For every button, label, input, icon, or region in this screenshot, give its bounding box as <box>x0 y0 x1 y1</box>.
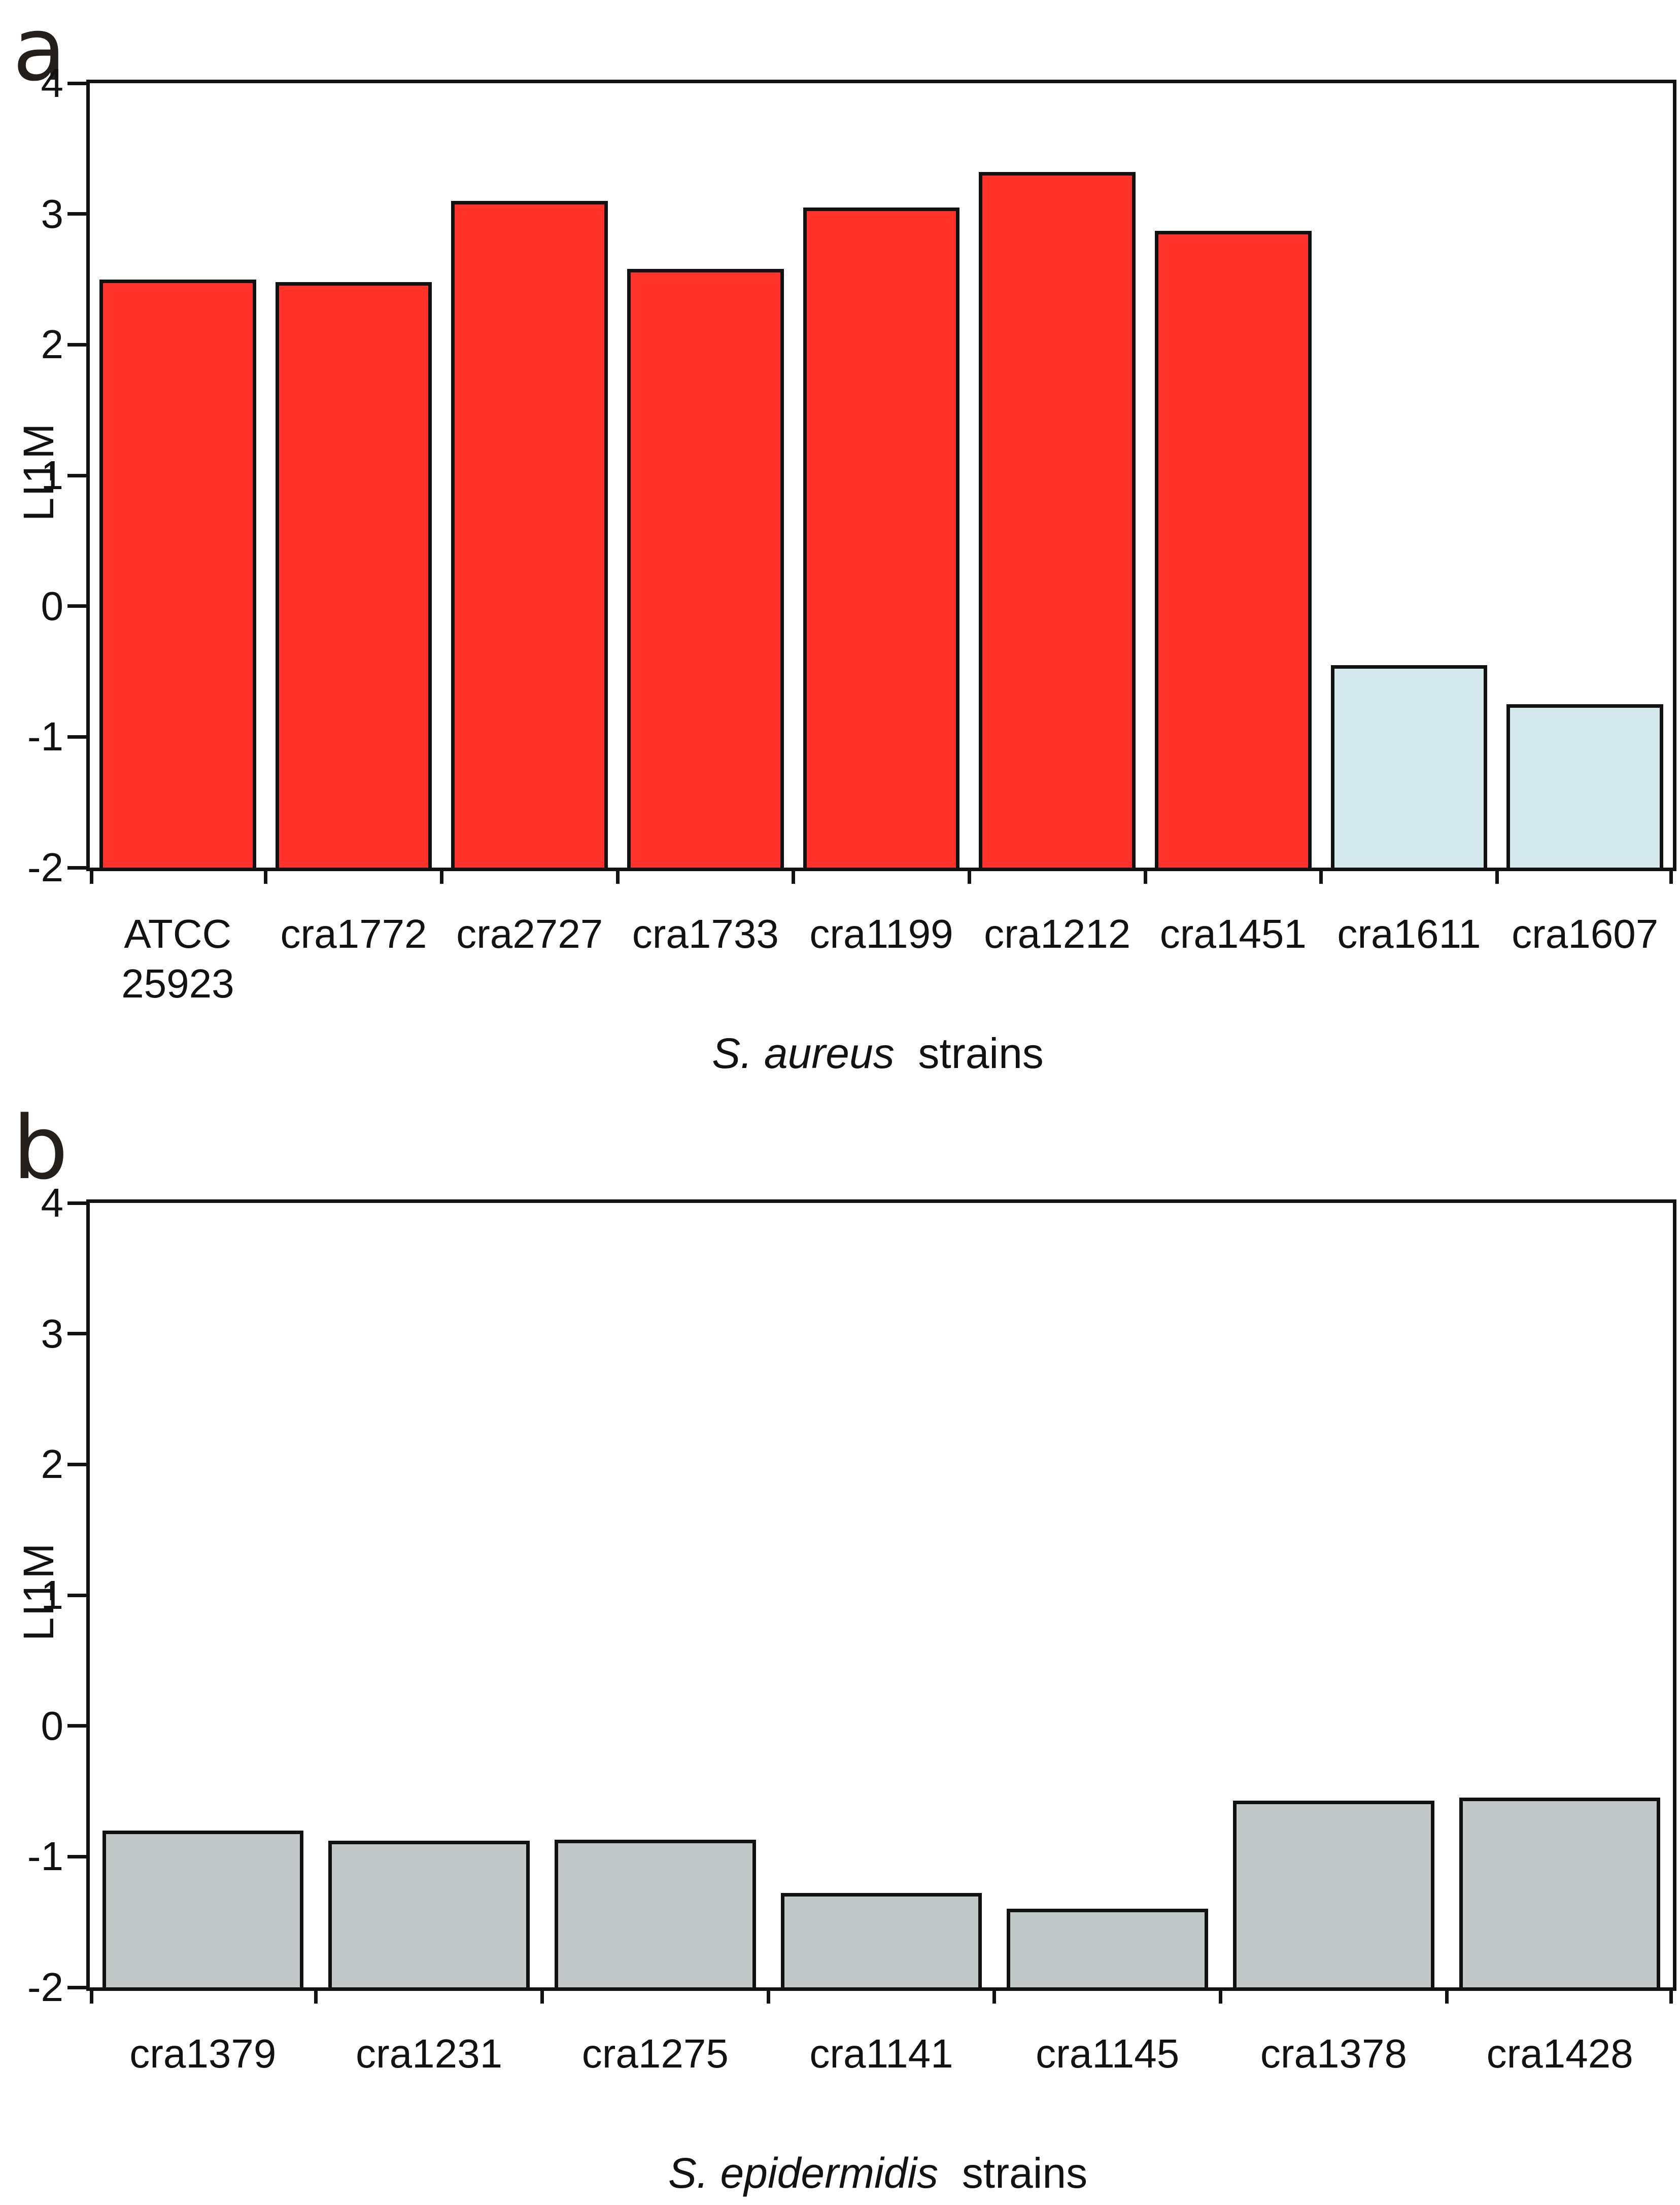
y-tick-label: 0 <box>41 1703 64 1748</box>
x-tick-mark <box>967 868 971 884</box>
x-category-label: cra1378 <box>1260 2031 1407 2076</box>
y-tick-label: -1 <box>27 714 63 760</box>
x-category-label: cra1275 <box>581 2031 729 2076</box>
y-tick-label: 1 <box>41 453 64 498</box>
y-tick-mark <box>67 1332 86 1336</box>
bar <box>1330 665 1488 868</box>
x-category-label: cra1733 <box>632 911 779 956</box>
y-tick-mark <box>67 1724 86 1728</box>
x-tick-mark <box>1219 1987 1223 2004</box>
y-tick-mark <box>67 81 86 85</box>
x-tick-mark <box>439 868 443 884</box>
x-tick-mark <box>1143 868 1147 884</box>
panel-b-species-name: S. epidermidis <box>668 2149 939 2197</box>
x-tick-mark <box>792 868 796 884</box>
panel-a-x-axis-title: S. aureus strains <box>86 1029 1669 1078</box>
bar <box>328 1841 530 1987</box>
y-tick-mark <box>67 866 86 870</box>
x-tick-mark <box>615 868 620 884</box>
x-tick-mark <box>1319 868 1323 884</box>
y-tick-label: 2 <box>41 322 64 367</box>
x-category-label: cra1212 <box>984 911 1131 956</box>
x-category-label: cra1231 <box>356 2031 503 2076</box>
y-tick-label: 2 <box>41 1441 64 1487</box>
x-tick-mark <box>1669 1987 1673 2004</box>
bar <box>780 1893 982 1987</box>
bar <box>1459 1798 1661 1987</box>
y-tick-label: 0 <box>41 583 64 629</box>
bar <box>1506 704 1663 868</box>
x-category-label: cra2727 <box>456 911 603 956</box>
x-tick-mark <box>314 1987 318 2004</box>
y-tick-label: -2 <box>27 845 63 890</box>
bar <box>99 279 256 868</box>
panel-b: b LI1M 4 3 2 1 0 -1 -2 cra1379 cra1231 cra1275 cra… <box>0 1098 1680 2205</box>
panel-b-x-axis-title: S. epidermidis strains <box>86 2149 1669 2198</box>
panel-b-plot-area: 4 3 2 1 0 -1 -2 cra1379 cra1231 cra1275 cra1141 cra… <box>27 1183 1676 2076</box>
x-category-label: cra1141 <box>809 2031 953 2076</box>
bar <box>1155 231 1312 868</box>
y-tick-label: 3 <box>41 191 64 236</box>
panel-a-species-name: S. aureus <box>712 1029 895 1077</box>
bar <box>627 268 784 868</box>
x-category-label: cra1611 <box>1337 911 1481 956</box>
bar <box>451 200 608 868</box>
y-tick-label: 3 <box>41 1311 64 1356</box>
y-tick-label: -2 <box>27 1965 63 2010</box>
bar <box>275 282 432 868</box>
y-tick-mark <box>67 1462 86 1466</box>
bar <box>1233 1800 1434 1987</box>
x-category-label: cra1199 <box>809 911 953 956</box>
panel-a-x-axis-title-rest: strains <box>894 1029 1044 1077</box>
x-tick-mark <box>90 868 93 884</box>
y-tick-label: 4 <box>41 60 64 106</box>
x-category-label: cra1145 <box>1036 2031 1180 2076</box>
panel-a-letter: a <box>13 0 66 100</box>
x-tick-mark <box>264 868 268 884</box>
panel-b-letter: b <box>13 1097 68 1199</box>
x-tick-mark <box>766 1987 770 2004</box>
panel-a-plot-area: 4 3 2 1 0 -1 -2 ATCC 25923 cra1772 cra2727 cra1733… <box>27 63 1676 1006</box>
y-tick-mark <box>67 473 86 477</box>
bar <box>979 172 1136 868</box>
bar <box>102 1830 304 1987</box>
x-category-label: cra1772 <box>280 911 427 956</box>
x-category-label: cra1379 <box>129 2031 277 2076</box>
y-tick-mark <box>67 735 86 739</box>
x-category-label: cra1451 <box>1159 911 1307 956</box>
x-tick-mark <box>540 1987 544 2004</box>
y-tick-mark <box>67 604 86 608</box>
bar <box>803 207 960 868</box>
x-tick-mark <box>1445 1987 1449 2004</box>
x-tick-mark <box>1669 868 1673 884</box>
y-tick-mark <box>67 212 86 216</box>
x-tick-mark <box>992 1987 997 2004</box>
bar <box>1007 1909 1209 1987</box>
y-tick-mark <box>67 1593 86 1597</box>
x-tick-mark <box>90 1987 93 2004</box>
x-tick-mark <box>1495 868 1499 884</box>
x-category-label: cra1428 <box>1486 2031 1633 2076</box>
bar <box>554 1839 756 1987</box>
y-tick-mark <box>67 1985 86 1989</box>
y-tick-mark <box>67 342 86 347</box>
panel-b-x-axis-title-rest: strains <box>938 2149 1088 2197</box>
x-category-label: cra1607 <box>1512 911 1659 956</box>
y-tick-label: -1 <box>27 1834 63 1879</box>
y-tick-mark <box>67 1201 86 1205</box>
x-category-label: ATCC 25923 <box>121 911 234 1006</box>
y-tick-label: 1 <box>41 1572 64 1617</box>
panel-a: a LI1M 4 3 2 1 0 -1 -2 ATCC 25923 cra1772 cra2727… <box>0 0 1680 1096</box>
y-tick-mark <box>67 1854 86 1858</box>
y-tick-label: 4 <box>41 1180 64 1225</box>
